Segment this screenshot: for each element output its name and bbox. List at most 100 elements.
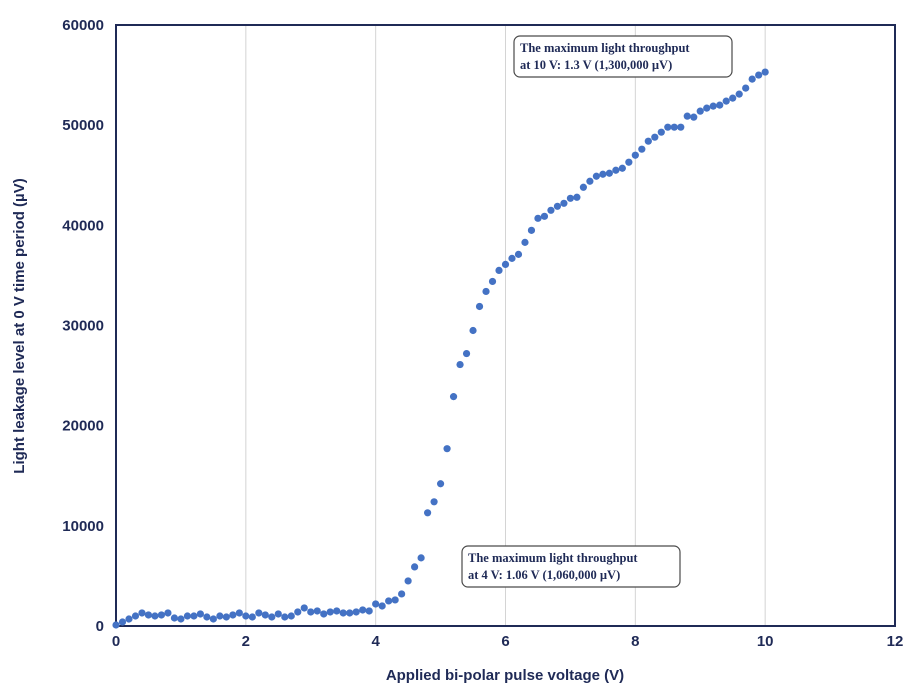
annotation-4v-line1: The maximum light throughput: [468, 551, 638, 565]
data-point: [242, 612, 250, 620]
data-point: [625, 158, 633, 166]
data-point: [346, 609, 354, 617]
data-point: [326, 608, 334, 616]
data-point: [664, 123, 672, 131]
data-point: [417, 554, 425, 562]
data-point: [566, 194, 575, 202]
data-point: [742, 84, 750, 92]
data-point: [761, 68, 769, 76]
data-point: [618, 164, 626, 172]
data-point: [475, 302, 484, 311]
data-point: [696, 107, 704, 115]
data-point: [313, 607, 321, 615]
data-point: [352, 608, 360, 616]
annotation-box-4v: [461, 545, 681, 588]
data-point: [690, 113, 698, 121]
data-point: [501, 260, 510, 268]
data-point: [333, 607, 341, 615]
data-point: [670, 123, 678, 131]
data-point: [631, 151, 639, 159]
data-point: [177, 615, 185, 623]
data-point: [255, 609, 263, 617]
data-point: [449, 393, 458, 401]
data-point: [735, 90, 743, 98]
y-tick-label: 50000: [62, 117, 104, 134]
data-point: [118, 618, 127, 626]
data-point: [385, 597, 393, 605]
x-tick-label: 4: [371, 633, 380, 650]
y-tick-label: 10000: [62, 518, 104, 535]
data-point: [183, 612, 192, 620]
data-point: [170, 614, 179, 622]
data-point: [203, 613, 211, 621]
data-point: [125, 615, 133, 623]
data-point: [287, 612, 295, 620]
y-tick-label: 20000: [62, 418, 104, 435]
data-point: [281, 613, 289, 621]
data-point: [482, 287, 490, 296]
data-point: [307, 608, 315, 616]
data-point: [729, 94, 737, 102]
data-point: [495, 266, 503, 275]
data-point: [703, 104, 711, 112]
data-point: [112, 621, 120, 629]
data-point: [216, 612, 224, 620]
x-tick-label: 6: [501, 633, 509, 650]
y-tick-label: 0: [96, 618, 104, 635]
data-point: [235, 609, 243, 617]
y-tick-label: 30000: [62, 318, 104, 335]
data-point: [339, 609, 347, 617]
data-point: [553, 202, 562, 210]
data-point: [131, 612, 140, 620]
data-point: [651, 133, 659, 141]
x-tick-label: 12: [887, 633, 904, 650]
data-point: [547, 206, 555, 214]
x-tick-label: 8: [631, 633, 639, 650]
data-point: [709, 102, 717, 110]
data-point: [560, 199, 568, 207]
y-tick-labels: 0 10000 20000 30000 40000 50000 60000: [62, 17, 104, 635]
x-tick-label: 0: [112, 633, 120, 650]
data-point: [378, 602, 386, 610]
x-tick-label: 2: [242, 633, 250, 650]
data-point: [521, 238, 529, 246]
annotation-max-10v: The maximum light throughput at 10 V: 1.…: [513, 35, 733, 78]
data-point: [398, 590, 406, 598]
data-point: [605, 169, 613, 177]
data-point: [411, 563, 419, 571]
y-tick-label: 40000: [62, 217, 104, 234]
data-point: [579, 183, 588, 191]
data-point: [540, 212, 549, 220]
data-point: [755, 71, 763, 79]
data-point: [229, 611, 237, 619]
data-point: [157, 611, 166, 619]
data-point: [722, 97, 730, 105]
y-tick-label: 60000: [62, 17, 104, 34]
data-point: [462, 349, 471, 358]
data-point: [300, 604, 308, 612]
data-point: [677, 123, 685, 131]
data-point: [365, 607, 373, 615]
annotation-max-4v: The maximum light throughput at 4 V: 1.0…: [461, 545, 681, 588]
data-point: [391, 596, 399, 604]
data-point: [268, 613, 276, 621]
data-point: [372, 600, 380, 608]
data-point: [748, 75, 756, 83]
data-point: [612, 166, 620, 174]
data-point: [404, 577, 412, 585]
data-point: [294, 608, 302, 616]
data-point: [436, 480, 445, 488]
annotation-4v-line2: at 4 V: 1.06 V (1,060,000 µV): [468, 568, 620, 582]
data-point: [164, 609, 172, 617]
data-point: [424, 509, 432, 517]
data-point: [657, 128, 665, 136]
data-point: [573, 193, 581, 201]
data-point: [359, 606, 367, 614]
data-point: [151, 612, 159, 620]
grid-layer: [245, 25, 766, 626]
data-point: [592, 172, 600, 180]
data-point: [138, 609, 146, 617]
data-point: [488, 277, 497, 286]
data-point: [527, 226, 536, 234]
